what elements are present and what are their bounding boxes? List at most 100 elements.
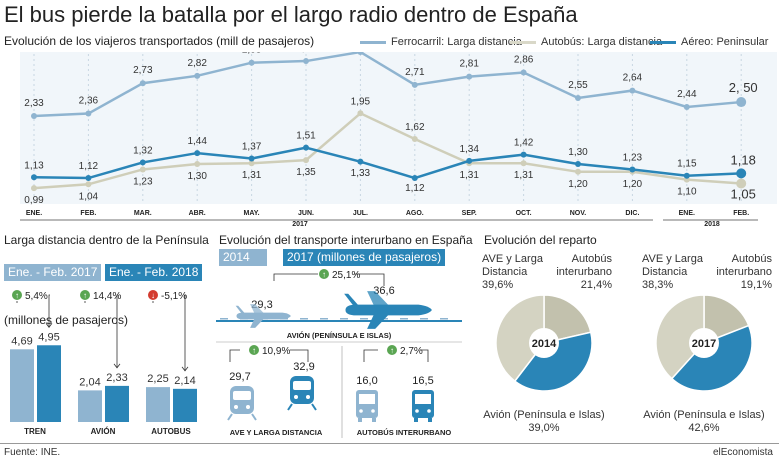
change-percent-label: 14,4% [93, 291, 121, 302]
x-tick-label: ABR. [189, 210, 206, 217]
bar-legend-2017: Ene. - Feb. 2017 [4, 264, 102, 281]
data-label-rail: 2,71 [405, 67, 425, 78]
change-percent-label: 2,7% [400, 346, 423, 357]
series-line-air [33, 146, 742, 180]
data-point-rail [85, 110, 92, 117]
group-label-ave: AVE Y LARGA DISTANCIA [230, 428, 323, 437]
data-point-rail [629, 87, 636, 94]
legend-bus: Autobús: Larga distancia [510, 36, 662, 48]
data-point-air [466, 157, 473, 164]
train-2017-icon [287, 376, 317, 411]
data-point-bus [736, 178, 747, 189]
data-label-bus: 1,20 [568, 179, 588, 190]
pie-slice [655, 294, 705, 380]
data-label-rail: 2,55 [568, 80, 588, 91]
change-arrow-glyph: ↑ [322, 270, 326, 279]
pie-center-label: 2017 [692, 338, 716, 350]
change-arrow-glyph: ↑ [252, 346, 256, 355]
legend-air-label: Aéreo: Peninsular [681, 36, 769, 48]
x-tick-label: AGO. [406, 210, 424, 217]
interurban-title: Evolución del transporte interurbano en … [219, 233, 473, 247]
change-connector [152, 294, 186, 371]
data-point-bus [248, 160, 255, 167]
data-label-air: 1,51 [296, 131, 316, 142]
data-label-air: 1,30 [568, 147, 588, 158]
data-point-rail [736, 97, 747, 108]
runway-dash [320, 318, 328, 320]
bar-chart: 4,69 4,95 TREN ↑ 5,4% 2,04 2,33 AVIÓN ↑ 14,4% 2,25… [10, 290, 197, 436]
change-connector [16, 294, 50, 328]
pie-slice [495, 294, 545, 383]
data-point-rail [357, 52, 364, 56]
data-point-bus [194, 161, 201, 167]
runway-line [216, 320, 462, 322]
data-point-bus [139, 166, 146, 173]
chart-title: El bus pierde la batalla por el largo ra… [4, 2, 578, 27]
change-arrow-glyph: ↑ [83, 291, 87, 300]
data-label-bus: 1,95 [351, 96, 371, 107]
data-label-rail: 2,36 [79, 96, 99, 107]
bar-value-label: 2,25 [147, 373, 168, 385]
pie-label-ave-2: Distancia [482, 266, 528, 278]
bar-value-label: 2,04 [79, 376, 100, 388]
x-tick-label: MAR. [134, 210, 152, 217]
data-point-rail [466, 73, 473, 80]
source-note: Fuente: INE. [4, 447, 61, 458]
connector-arrowhead [45, 323, 53, 328]
data-label-rail: 2,64 [623, 73, 643, 84]
arrow-up-icon [80, 290, 90, 300]
data-point-air [736, 168, 747, 179]
bar-value-label: 2,33 [106, 372, 127, 384]
data-label-bus: 1,35 [296, 167, 316, 178]
group-label-bus: AUTOBÚS INTERURBANO [357, 428, 452, 437]
data-point-air [139, 159, 146, 166]
bar-autobus-2018 [173, 388, 197, 422]
line-chart: 2,332,362,732,822,983,003,112,712,812,86… [20, 52, 777, 228]
bar-category-label: TREN [24, 427, 46, 436]
bar-category-label: AUTOBUS [151, 427, 191, 436]
data-point-air [194, 150, 201, 157]
data-point-air [411, 175, 418, 182]
data-point-rail [411, 81, 418, 88]
data-point-rail [303, 58, 309, 65]
data-label-rail: 2,73 [133, 65, 153, 76]
plane-2017-icon [344, 291, 432, 329]
change-arrow-glyph: ↑ [15, 291, 19, 300]
x-tick-label: FEB. [733, 210, 749, 217]
group-label-air: AVIÓN (PENÍNSULA E ISLAS) [287, 331, 392, 340]
data-point-rail [31, 113, 37, 119]
data-label-rail: 2, 50 [729, 80, 758, 95]
legend-air: Aéreo: Peninsular [650, 36, 768, 48]
change-arrow-glyph: ↓ [151, 291, 155, 300]
pie-center [689, 328, 719, 358]
data-label-bus: 1,31 [514, 170, 534, 181]
pie-label-ave: AVE y Larga [482, 253, 544, 265]
pie-slice [513, 331, 593, 392]
change-percent-label: 5,4% [25, 291, 48, 302]
pie-label-ave: AVE y Larga [642, 253, 704, 265]
pie-value-bus: 21,4% [581, 279, 612, 291]
change-connector [229, 349, 309, 362]
data-point-bus [411, 136, 418, 143]
data-point-bus [85, 181, 92, 188]
data-label-air: 1,13 [24, 160, 44, 171]
pie-label-air: Avión (Península e Islas) [483, 409, 604, 421]
bus-2014-icon [356, 390, 378, 422]
connector-arrowhead [181, 366, 189, 372]
data-point-rail [248, 59, 255, 66]
pie-label-bus-2: interurbano [556, 266, 612, 278]
x-tick-label: ENE. [26, 210, 42, 217]
data-label-bus: 1,31 [459, 170, 479, 181]
data-label-air: 1,23 [623, 152, 643, 163]
legend-bus-label: Autobús: Larga distancia [541, 36, 663, 48]
x-tick-label: MAY. [244, 210, 260, 217]
data-label-air: 1,12 [405, 183, 425, 194]
data-label-rail: 2,86 [514, 55, 534, 66]
bar-section-title: Larga distancia dentro de la Península [4, 233, 209, 247]
bar-avión-2017 [78, 390, 102, 422]
change-percent-label: 25,1% [332, 270, 360, 281]
x-tick-label: JUN. [298, 210, 314, 217]
data-label-air: 1,42 [514, 138, 534, 149]
bar-value-label: 4,69 [11, 335, 32, 347]
data-point-bus [520, 160, 527, 167]
